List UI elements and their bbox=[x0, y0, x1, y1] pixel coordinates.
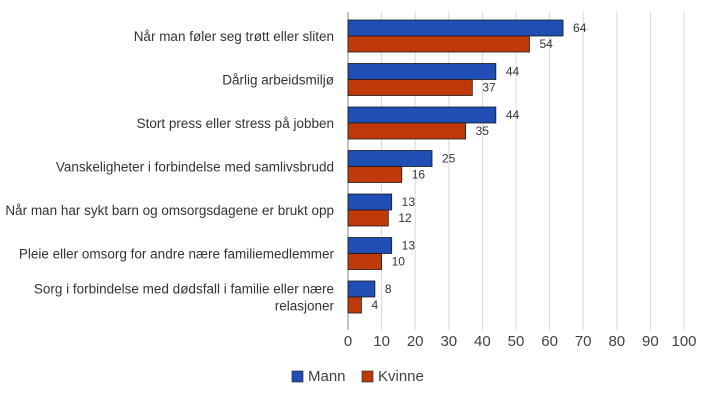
category-labels: Når man føler seg trøtt eller sliten Dårl… bbox=[5, 29, 334, 314]
data-label: 35 bbox=[476, 124, 490, 138]
x-axis-ticks: 0 10 20 30 40 50 60 70 80 90 100 bbox=[344, 333, 697, 350]
x-tick-label: 80 bbox=[608, 333, 625, 350]
x-tick-label: 90 bbox=[642, 333, 659, 350]
legend-label: Kvinne bbox=[378, 368, 424, 385]
bar-kvinne bbox=[347, 79, 473, 96]
bar-mann bbox=[347, 280, 376, 298]
bar-mann bbox=[347, 193, 393, 211]
category-label: Dårlig arbeidsmiljø bbox=[222, 73, 334, 88]
x-tick-label: 100 bbox=[671, 333, 696, 350]
data-label: 13 bbox=[402, 239, 416, 253]
x-tick-label: 60 bbox=[541, 333, 558, 350]
data-label: 37 bbox=[482, 81, 496, 95]
bar-kvinne bbox=[347, 253, 382, 270]
legend-swatch-kvinne bbox=[361, 370, 374, 383]
category-label: Vanskeligheter i forbindelse med samlivs… bbox=[56, 160, 334, 175]
data-label: 44 bbox=[506, 108, 520, 122]
x-tick-label: 0 bbox=[344, 333, 352, 350]
bar-kvinne bbox=[347, 296, 362, 314]
category-label: Når man har sykt barn og omsorgsdagene e… bbox=[5, 203, 334, 218]
x-tick-label: 70 bbox=[575, 333, 592, 350]
data-label: 64 bbox=[573, 21, 587, 35]
legend: Mann Kvinne bbox=[291, 368, 424, 385]
category-label: Pleie eller omsorg for andre nære famili… bbox=[19, 247, 335, 262]
bar-mann bbox=[347, 150, 433, 167]
data-label: 10 bbox=[392, 255, 406, 269]
data-label: 16 bbox=[412, 168, 426, 182]
x-tick-label: 40 bbox=[474, 333, 491, 350]
x-tick-label: 10 bbox=[373, 333, 390, 350]
category-label: Stort press eller stress på jobben bbox=[137, 116, 334, 131]
category-label: Når man føler seg trøtt eller sliten bbox=[134, 29, 334, 44]
legend-swatch-mann bbox=[291, 370, 304, 383]
data-label: 54 bbox=[539, 37, 553, 51]
bar-kvinne bbox=[347, 35, 530, 53]
data-label: 4 bbox=[371, 298, 378, 312]
category-label: relasjoner bbox=[275, 299, 335, 314]
x-tick-label: 30 bbox=[440, 333, 457, 350]
data-label: 12 bbox=[398, 211, 412, 225]
bar-kvinne bbox=[347, 122, 466, 140]
data-label: 25 bbox=[442, 152, 456, 166]
x-tick-label: 50 bbox=[508, 333, 525, 350]
bar-kvinne bbox=[347, 209, 389, 227]
bar-mann bbox=[347, 106, 497, 124]
data-label: 8 bbox=[385, 282, 392, 296]
data-label: 44 bbox=[506, 65, 520, 79]
bars bbox=[347, 19, 564, 314]
category-label: Sorg i forbindelse med dødsfall i famili… bbox=[34, 282, 334, 297]
legend-label: Mann bbox=[308, 368, 346, 385]
bar-mann bbox=[347, 19, 564, 37]
bar-mann bbox=[347, 63, 497, 80]
bar-kvinne bbox=[347, 166, 403, 183]
data-label: 13 bbox=[402, 195, 416, 209]
x-tick-label: 20 bbox=[407, 333, 424, 350]
bar-mann bbox=[347, 237, 393, 254]
